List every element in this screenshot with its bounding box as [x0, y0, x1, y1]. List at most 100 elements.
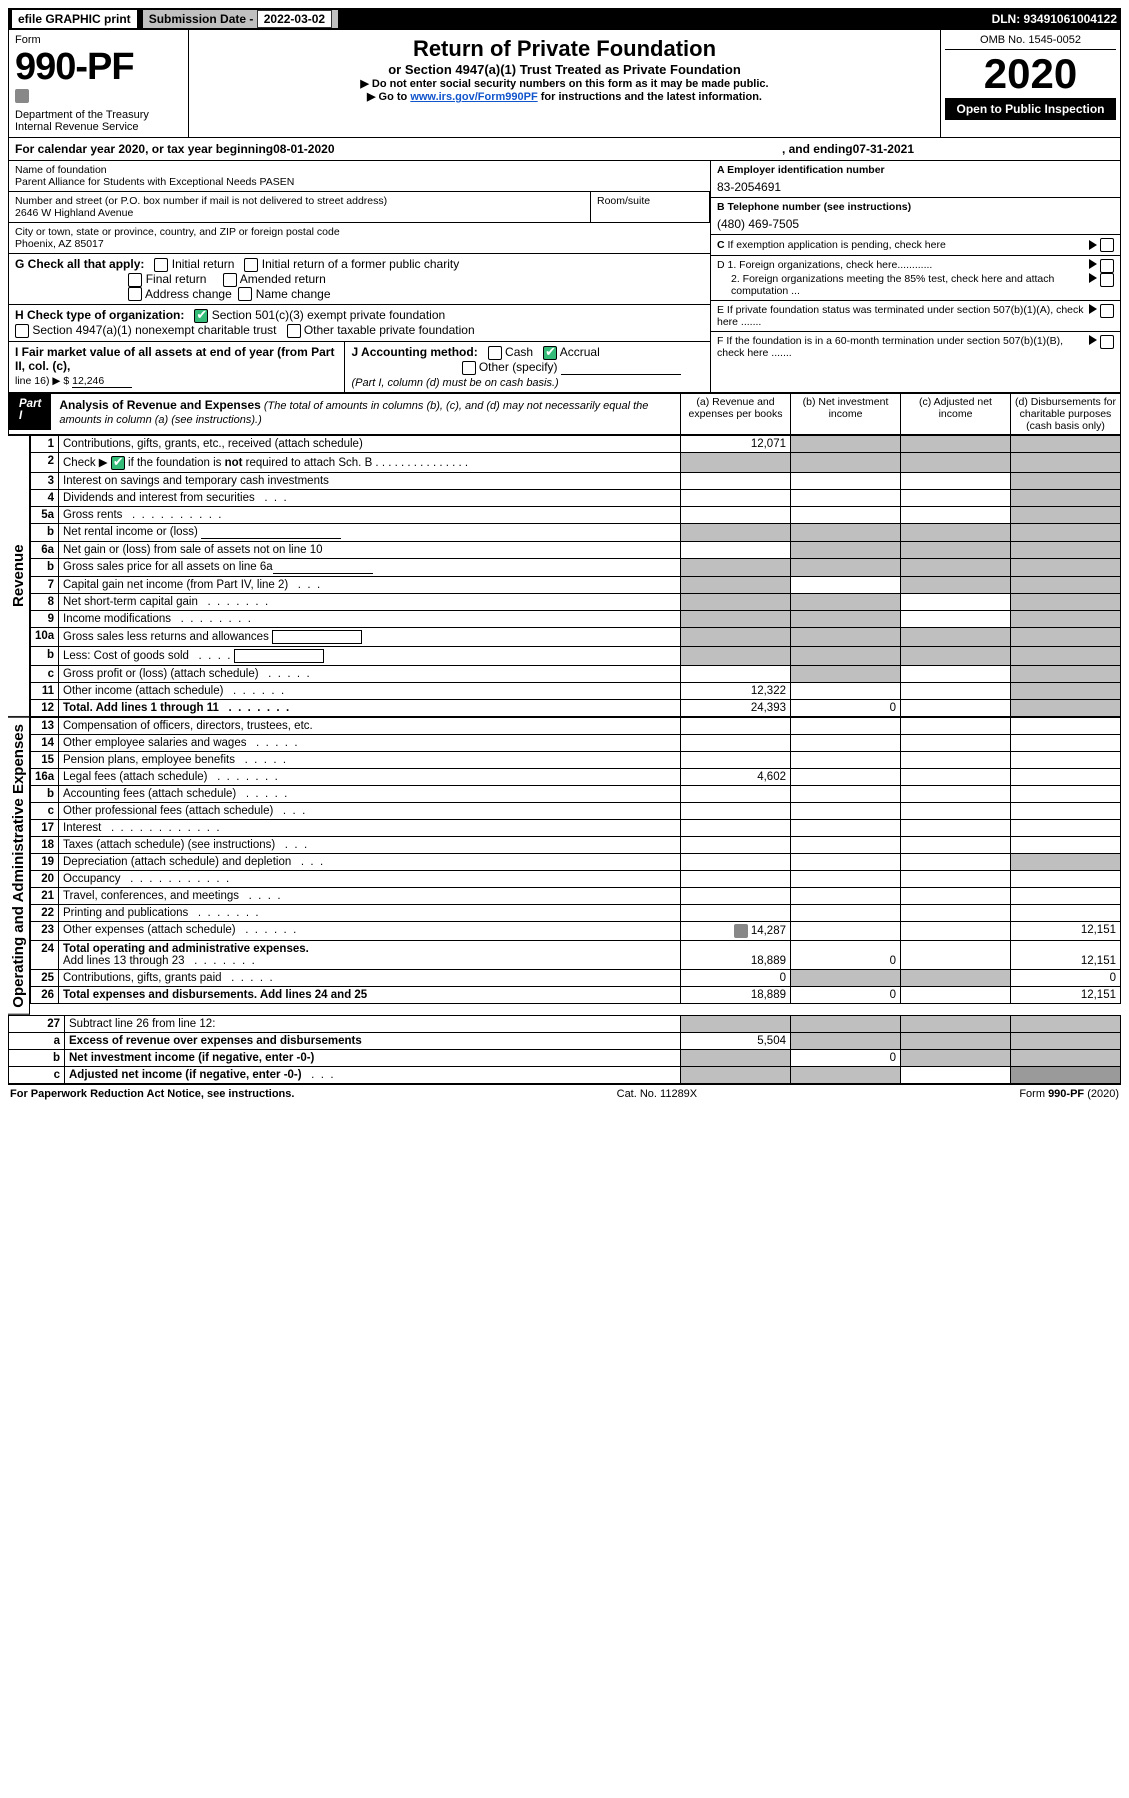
l27a-desc: Excess of revenue over expenses and disb…	[65, 1032, 681, 1049]
line-7: 7Capital gain net income (from Part IV, …	[31, 576, 1121, 593]
line-17: 17Interest . . . . . . . . . . . .	[31, 819, 1121, 836]
efile-badge[interactable]: efile GRAPHIC print	[12, 10, 137, 28]
line-21: 21Travel, conferences, and meetings . . …	[31, 887, 1121, 904]
form-link[interactable]: www.irs.gov/Form990PF	[410, 91, 537, 103]
cb-amended[interactable]	[223, 273, 237, 287]
dln: DLN: 93491061004122	[992, 12, 1117, 26]
d1: D 1. Foreign organizations, check here..…	[717, 259, 1086, 273]
cb-4947[interactable]	[15, 324, 29, 338]
b-label: B Telephone number (see instructions)	[717, 201, 1114, 213]
l20-desc: Occupancy . . . . . . . . . . .	[59, 870, 681, 887]
l21-desc: Travel, conferences, and meetings . . . …	[59, 887, 681, 904]
l26-d: 12,151	[1011, 986, 1121, 1003]
cb-address-change[interactable]	[128, 287, 142, 301]
line-3: 3Interest on savings and temporary cash …	[31, 472, 1121, 489]
cb-other-tax[interactable]	[287, 324, 301, 338]
cb-name-change[interactable]	[238, 287, 252, 301]
line-27: 27Subtract line 26 from line 12:	[9, 1015, 1121, 1032]
col-a: (a) Revenue and expenses per books	[681, 393, 791, 434]
yl-end: 07-31-2021	[853, 142, 914, 156]
side-revenue: Revenue	[8, 435, 30, 717]
l11-a: 12,322	[681, 682, 791, 699]
l11-desc: Other income (attach schedule) . . . . .…	[59, 682, 681, 699]
addr: 2646 W Highland Avenue	[15, 207, 584, 219]
line-1: 1Contributions, gifts, grants, etc., rec…	[31, 435, 1121, 452]
name-label: Name of foundation	[15, 164, 704, 176]
j-label: J Accounting method:	[351, 345, 477, 359]
l12-a: 24,393	[681, 699, 791, 716]
l1-a: 12,071	[681, 435, 791, 452]
g2: Initial return of a former public charit…	[262, 257, 459, 271]
l25-desc: Contributions, gifts, grants paid . . . …	[59, 969, 681, 986]
line-5a: 5aGross rents . . . . . . . . . .	[31, 506, 1121, 523]
l2-desc: Check ▶ if the foundation is not require…	[59, 452, 681, 472]
l24-desc: Total operating and administrative expen…	[59, 940, 681, 969]
l8-desc: Net short-term capital gain . . . . . . …	[59, 593, 681, 610]
col-d: (d) Disbursements for charitable purpose…	[1011, 393, 1121, 434]
line-10a: 10aGross sales less returns and allowanc…	[31, 627, 1121, 646]
line-8: 8Net short-term capital gain . . . . . .…	[31, 593, 1121, 610]
l24-b: 0	[791, 940, 901, 969]
revenue-section: Revenue 1Contributions, gifts, grants, e…	[8, 435, 1121, 717]
a-val: 83-2054691	[717, 180, 1114, 194]
i2: line 16) ▶ $	[15, 375, 72, 387]
line-27b: bNet investment income (if negative, ent…	[9, 1049, 1121, 1066]
l16a-a: 4,602	[681, 768, 791, 785]
h-label: H Check type of organization:	[15, 308, 184, 322]
cb-501c3[interactable]	[194, 309, 208, 323]
l17-desc: Interest . . . . . . . . . . . .	[59, 819, 681, 836]
l10b-desc: Less: Cost of goods sold . . . .	[59, 646, 681, 665]
open-public: Open to Public Inspection	[945, 98, 1116, 120]
l25-d: 0	[1011, 969, 1121, 986]
j3: Other (specify)	[479, 360, 558, 374]
cb-cash[interactable]	[488, 346, 502, 360]
cb-other-spec[interactable]	[462, 361, 476, 375]
cb-final-return[interactable]	[128, 273, 142, 287]
part1-header: Part I Analysis of Revenue and Expenses …	[8, 393, 1121, 435]
line27-block: 27Subtract line 26 from line 12: aExcess…	[8, 1015, 1121, 1084]
page-footer: For Paperwork Reduction Act Notice, see …	[8, 1084, 1121, 1103]
b-val: (480) 469-7505	[717, 217, 1114, 231]
cb-e[interactable]	[1100, 304, 1114, 318]
l16b-desc: Accounting fees (attach schedule) . . . …	[59, 785, 681, 802]
cb-d1[interactable]	[1100, 259, 1114, 273]
cb-schb[interactable]	[111, 456, 125, 470]
l15-desc: Pension plans, employee benefits . . . .…	[59, 751, 681, 768]
l27b-desc: Net investment income (if negative, ente…	[65, 1049, 681, 1066]
l27c-desc: Adjusted net income (if negative, enter …	[65, 1066, 681, 1083]
h3: Other taxable private foundation	[304, 323, 475, 337]
note-icon[interactable]	[734, 924, 748, 938]
line-27a: aExcess of revenue over expenses and dis…	[9, 1032, 1121, 1049]
room-label: Room/suite	[597, 195, 703, 207]
l1-desc: Contributions, gifts, grants, etc., rece…	[59, 435, 681, 452]
l16a-desc: Legal fees (attach schedule) . . . . . .…	[59, 768, 681, 785]
h1: Section 501(c)(3) exempt private foundat…	[212, 308, 445, 322]
line-16c: cOther professional fees (attach schedul…	[31, 802, 1121, 819]
omb: OMB No. 1545-0052	[945, 34, 1116, 50]
form-title: Return of Private Foundation	[195, 36, 934, 62]
g5: Address change	[145, 287, 232, 301]
dept-1: Department of the Treasury	[15, 109, 182, 121]
cb-d2[interactable]	[1100, 273, 1114, 287]
l22-desc: Printing and publications . . . . . . .	[59, 904, 681, 921]
l26-b: 0	[791, 986, 901, 1003]
line-27c: cAdjusted net income (if negative, enter…	[9, 1066, 1121, 1083]
line-24: 24Total operating and administrative exp…	[31, 940, 1121, 969]
form-icon	[15, 89, 29, 103]
l25-a: 0	[681, 969, 791, 986]
cb-c[interactable]	[1100, 238, 1114, 252]
cb-initial-former[interactable]	[244, 258, 258, 272]
cb-f[interactable]	[1100, 335, 1114, 349]
submission-wrap: Submission Date - 2022-03-02	[143, 10, 338, 28]
form-header: Form 990-PF Department of the Treasury I…	[8, 30, 1121, 138]
dept-2: Internal Revenue Service	[15, 121, 182, 133]
note2-pre: ▶ Go to	[367, 91, 410, 103]
line-9: 9Income modifications . . . . . . . .	[31, 610, 1121, 627]
cb-initial-return[interactable]	[154, 258, 168, 272]
form-number: 990-PF	[15, 46, 182, 89]
l27b-b: 0	[791, 1049, 901, 1066]
h2: Section 4947(a)(1) nonexempt charitable …	[32, 323, 276, 337]
line-26: 26Total expenses and disbursements. Add …	[31, 986, 1121, 1003]
cb-accrual[interactable]	[543, 346, 557, 360]
l3-desc: Interest on savings and temporary cash i…	[59, 472, 681, 489]
